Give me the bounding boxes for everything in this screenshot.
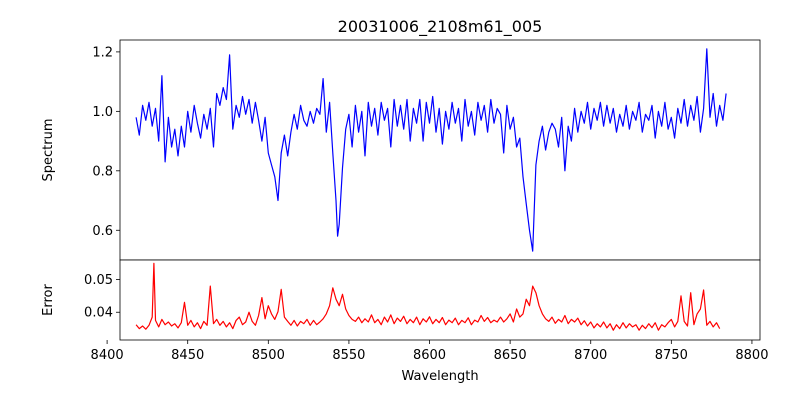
x-tick-label: 8650	[494, 348, 527, 363]
x-tick-label: 8750	[655, 348, 688, 363]
spectrum-y-tick-label: 1.0	[92, 105, 113, 120]
x-tick-label: 8800	[735, 348, 768, 363]
spectrum-plot-area	[119, 39, 761, 261]
error-y-tick-label: 0.04	[84, 306, 113, 321]
error-y-tick-label: 0.05	[84, 273, 113, 288]
error-y-axis-label: Error	[41, 284, 56, 316]
error-panel: 0.04 0.05 Error	[41, 259, 761, 341]
error-y-ticks: 0.04 0.05	[84, 273, 120, 321]
x-tick-label: 8700	[574, 348, 607, 363]
spectrum-series-line	[135, 48, 727, 252]
x-tick-label: 8450	[171, 348, 204, 363]
error-series-line	[135, 262, 721, 331]
spectrum-y-tick-label: 1.2	[92, 45, 113, 60]
x-tick-label: 8500	[252, 348, 285, 363]
x-axis-label: Wavelength	[401, 369, 478, 384]
spectrum-y-tick-label: 0.6	[92, 224, 113, 239]
x-tick-label: 8550	[332, 348, 365, 363]
spectrum-y-ticks: 0.6 0.8 1.0 1.2	[92, 45, 120, 239]
spectrum-y-tick-label: 0.8	[92, 164, 113, 179]
x-tick-label: 8600	[413, 348, 446, 363]
x-axis-ticks: 8400 8450 8500 8550 8600 8650 8700 8750 8800	[91, 340, 768, 363]
chart-title: 20031006_2108m61_005	[338, 17, 543, 37]
error-plot-area	[119, 259, 761, 341]
spectrum-panel: 0.6 0.8 1.0 1.2 Spectrum	[41, 39, 761, 261]
spectrum-y-axis-label: Spectrum	[41, 119, 56, 182]
x-tick-label: 8400	[91, 348, 124, 363]
